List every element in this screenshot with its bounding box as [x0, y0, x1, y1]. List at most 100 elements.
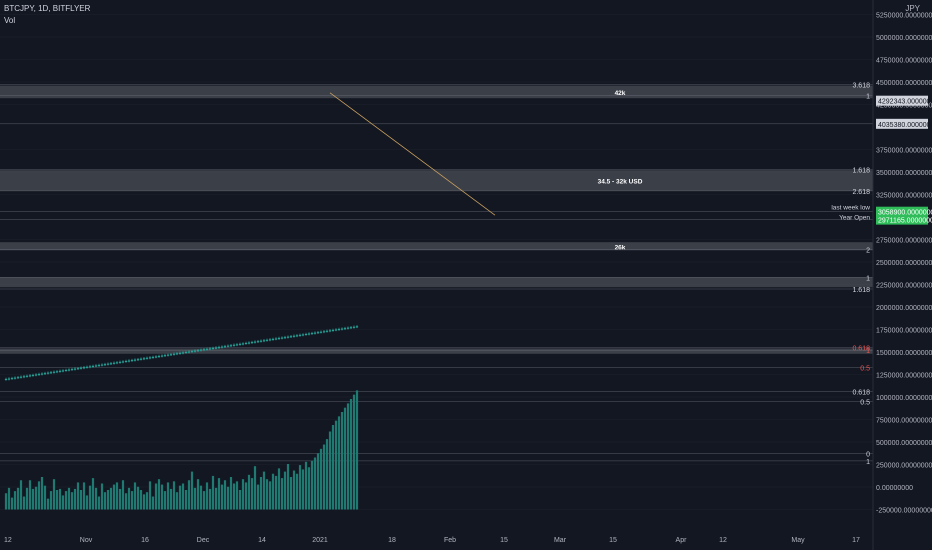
x-tick-label: 14: [258, 537, 266, 544]
volume-bar: [127, 487, 131, 510]
level-label-15: 0: [866, 452, 870, 459]
y-tick-label: 4500000.00000000: [876, 80, 932, 87]
volume-bar: [352, 394, 356, 510]
candle-body: [343, 328, 347, 330]
candle-body: [259, 340, 263, 342]
candle-body: [67, 369, 71, 371]
candle-body: [46, 372, 50, 374]
candle-body: [181, 352, 185, 354]
volume-bar: [58, 488, 62, 510]
volume-bar: [43, 485, 47, 510]
candle-body: [352, 326, 356, 328]
candle-body: [295, 335, 299, 337]
zone-band-4: [0, 348, 873, 354]
candle-body: [157, 356, 161, 358]
x-tick-label: 15: [500, 537, 508, 544]
candle-body: [241, 343, 245, 345]
volume-bar: [79, 490, 83, 510]
volume-bar: [40, 477, 44, 510]
volume-bar: [187, 480, 191, 510]
candle-body: [253, 341, 257, 343]
volume-bar: [109, 487, 113, 510]
candle-body: [70, 369, 74, 371]
candle-body: [136, 359, 140, 361]
volume-bar: [226, 486, 230, 510]
candle-body: [79, 367, 83, 369]
volume-bar: [118, 488, 122, 510]
candle-body: [256, 341, 260, 343]
candle-body: [298, 334, 302, 336]
candle-body: [226, 345, 230, 347]
volume-bar: [103, 492, 107, 510]
y-tick-label: 3250000.00000000: [876, 193, 932, 200]
volume-bar: [223, 480, 227, 510]
volume-bar: [337, 416, 341, 510]
candle-body: [88, 366, 92, 368]
volume-bar: [154, 483, 158, 510]
candle-body: [322, 331, 326, 333]
volume-bar: [94, 487, 98, 510]
candle-body: [223, 346, 227, 348]
candle-body: [265, 339, 269, 341]
volume-bar: [70, 492, 74, 510]
candle-body: [193, 350, 197, 352]
candle-body: [64, 370, 68, 371]
volume-bar: [73, 488, 77, 510]
candle-body: [172, 353, 176, 355]
candle-body: [82, 367, 86, 369]
volume-indicator-label: Vol: [4, 16, 16, 25]
level-label-8: 1: [866, 275, 870, 282]
candle-body: [220, 346, 224, 348]
candle-body: [163, 355, 167, 357]
candle-body: [34, 374, 38, 376]
candle-body: [43, 373, 47, 375]
volume-bar: [88, 485, 92, 510]
candle-body: [292, 335, 296, 337]
volume-bar: [142, 494, 146, 510]
candle-body: [340, 328, 344, 330]
candle-body: [244, 343, 248, 344]
volume-bar: [22, 496, 26, 510]
volume-bar: [157, 479, 161, 510]
volume-bar: [91, 478, 95, 510]
volume-bar: [112, 484, 116, 510]
volume-bar: [307, 467, 311, 510]
candle-body: [190, 351, 194, 353]
candle-body: [127, 360, 131, 362]
candle-body: [103, 364, 107, 366]
candle-body: [355, 326, 359, 328]
candle-body: [148, 357, 152, 359]
candle-body: [325, 330, 329, 332]
candle-body: [277, 338, 281, 340]
volume-bar: [46, 498, 50, 510]
y-tick-label: 2000000.00000000: [876, 305, 932, 312]
volume-bar: [85, 495, 89, 510]
x-tick-label: 15: [609, 537, 617, 544]
y-tick-label: 4750000.00000000: [876, 58, 932, 65]
level-label-10: 0.618: [852, 346, 870, 353]
volume-bar: [100, 483, 104, 510]
x-tick-label: Nov: [80, 537, 93, 544]
y-tick-label: -250000.00000000: [876, 508, 932, 515]
candle-body: [313, 332, 317, 334]
volume-bar: [178, 485, 182, 510]
candle-body: [235, 344, 239, 346]
volume-bar: [355, 390, 359, 510]
level-label-11: 1: [866, 348, 870, 355]
volume-bar: [289, 477, 293, 510]
volume-bar: [64, 491, 68, 510]
price-label: 4035380.00000000: [878, 122, 932, 129]
candle-body: [349, 327, 353, 329]
candle-body: [10, 378, 14, 380]
candle-body: [175, 353, 179, 355]
volume-bar: [193, 487, 197, 510]
y-tick-label: 500000.00000000: [876, 440, 932, 447]
candle-body: [205, 348, 209, 350]
candle-body: [166, 354, 170, 356]
candle-body: [334, 329, 338, 331]
volume-bar: [250, 478, 254, 510]
y-tick-label: 3500000.00000000: [876, 170, 932, 177]
candle-body: [154, 356, 158, 358]
candle-body: [328, 330, 332, 332]
